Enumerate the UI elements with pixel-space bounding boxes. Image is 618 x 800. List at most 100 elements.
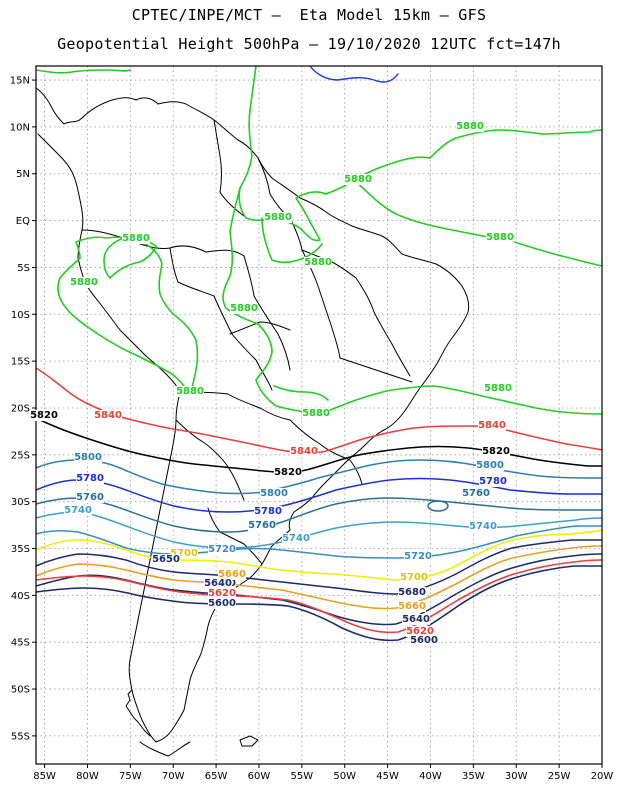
contour-label-bg [476, 460, 504, 471]
contour-label: 5640 [402, 614, 430, 625]
contour-label-bg [304, 257, 332, 268]
contour-label-bg [469, 521, 497, 532]
contour-label: 5840 [94, 410, 122, 421]
lat-label: 25S [11, 450, 30, 461]
contour-label: 5820 [482, 446, 510, 457]
contour-label: 5760 [76, 492, 104, 503]
contour-label: 5880 [264, 212, 292, 223]
lon-label: 55W [291, 771, 314, 782]
contour-label: 5780 [76, 473, 104, 484]
contour-label-bg [398, 601, 426, 612]
contour-label-bg [254, 506, 282, 517]
contour-5600 [36, 565, 602, 642]
contour-label: 5600 [208, 598, 236, 609]
contour-label: 5880 [70, 277, 98, 288]
contour-label: 5820 [274, 467, 302, 478]
lat-label: 50S [11, 685, 30, 696]
contour-5680 [36, 539, 602, 595]
contour-labels: 5880 5880 5880 5880 5880 5880 5880 5880 5880 5880… [30, 121, 514, 646]
contour-label-bg [30, 410, 58, 421]
contour-label-bg [64, 505, 92, 516]
contour-label-bg [282, 533, 310, 544]
contour-label: 5760 [462, 488, 490, 499]
contour-label-bg [70, 277, 98, 288]
contour-label-bg [274, 467, 302, 478]
contour-5780 [36, 477, 602, 513]
contour-label: 5720 [404, 551, 432, 562]
contour-label-bg [456, 121, 484, 132]
contour-label-bg [402, 614, 430, 625]
contour-label: 5700 [170, 548, 198, 559]
contour-label: 5650 [152, 554, 180, 565]
contour-label-bg [76, 473, 104, 484]
lon-label: 80W [76, 771, 99, 782]
contour-label-bg [176, 386, 204, 397]
contour-label: 5880 [456, 121, 484, 132]
contour-label: 5760 [248, 520, 276, 531]
contour-label: 5800 [74, 452, 102, 463]
contour-label: 5800 [476, 460, 504, 471]
contour-label-bg [170, 548, 198, 559]
lon-label: 65W [205, 771, 228, 782]
contour-label-bg [152, 554, 180, 565]
lon-label: 20W [591, 771, 614, 782]
lon-label: 45W [376, 771, 399, 782]
lon-label: 25W [548, 771, 571, 782]
lon-label: 60W [248, 771, 271, 782]
contour-label-bg [208, 588, 236, 599]
contour-label-bg [122, 233, 150, 244]
contour-label-bg [400, 572, 428, 583]
lon-label: 30W [505, 771, 528, 782]
contour-5820 [36, 417, 602, 474]
contour-label: 5640 [204, 578, 232, 589]
contour-label: 5660 [218, 569, 246, 580]
contour-label-bg [484, 383, 512, 394]
contour-label: 5880 [344, 174, 372, 185]
contour-label-bg [248, 520, 276, 531]
coastline [36, 87, 470, 757]
contour-label: 5720 [208, 544, 236, 555]
contour-label-bg [74, 452, 102, 463]
lat-label: EQ [16, 216, 30, 227]
contour-label: 5840 [290, 446, 318, 457]
contour-label: 5840 [478, 420, 506, 431]
contour-label: 5880 [176, 386, 204, 397]
contour-5660 [36, 545, 602, 610]
contour-label: 5780 [254, 506, 282, 517]
contour-label: 5600 [410, 635, 438, 646]
contour-label: 5780 [479, 476, 507, 487]
contour-5880 [36, 66, 602, 415]
title-line-1: CPTEC/INPE/MCT – Eta Model 15km – GFS [131, 6, 487, 24]
lat-label: 55S [11, 731, 30, 742]
contour-label: 5620 [208, 588, 236, 599]
lat-label: 5N [16, 169, 30, 180]
lat-label: 15N [10, 76, 30, 87]
lon-label: 75W [119, 771, 142, 782]
title-line-2: Geopotential Height 500hPa – 19/10/2020 … [57, 35, 561, 53]
contour-label: 5880 [304, 257, 332, 268]
contour-label: 5660 [398, 601, 426, 612]
lat-label: 45S [11, 638, 30, 649]
contour-label: 5880 [302, 408, 330, 419]
contour-label-bg [486, 232, 514, 243]
lat-label: 15S [11, 357, 30, 368]
contour-label: 5800 [260, 488, 288, 499]
contour-label-bg [290, 446, 318, 457]
contour-label-bg [404, 551, 432, 562]
contour-5760 [36, 497, 602, 533]
lon-label: 35W [462, 771, 485, 782]
contour-label: 5880 [486, 232, 514, 243]
lat-label: 10N [10, 122, 30, 133]
lat-label: 40S [11, 591, 30, 602]
contour-label: 5740 [469, 521, 497, 532]
contour-label-bg [260, 488, 288, 499]
contour-label: 5740 [282, 533, 310, 544]
contour-label-bg [406, 626, 434, 637]
lat-label: 35S [11, 544, 30, 555]
caribbean-water [309, 66, 399, 83]
contour-5700 [36, 529, 602, 581]
lon-label: 85W [33, 771, 56, 782]
contour-5760-closed [427, 500, 449, 512]
contour-label-bg [482, 446, 510, 457]
lon-label: 70W [162, 771, 185, 782]
